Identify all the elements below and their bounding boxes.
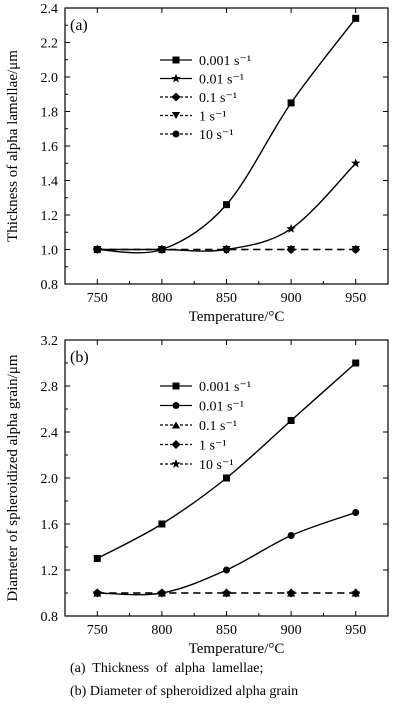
legend-marker <box>171 459 181 468</box>
legend-marker <box>172 382 180 390</box>
legend-label: 0.001 s⁻¹ <box>199 54 251 69</box>
legend-marker <box>171 440 181 449</box>
legend-marker <box>172 402 180 409</box>
data-point <box>221 588 232 597</box>
data-point <box>223 201 230 209</box>
series-1 <box>93 509 360 597</box>
legend-marker <box>171 421 181 429</box>
data-point <box>286 223 296 233</box>
y-axis-label: Thickness of alpha lamellae/μm <box>5 50 21 242</box>
legend-marker <box>171 73 181 83</box>
data-point <box>287 532 295 539</box>
data-point <box>287 417 295 424</box>
x-tick-label: 950 <box>345 291 366 306</box>
y-tick-label: 1.6 <box>41 140 59 155</box>
y-tick-label: 1.6 <box>41 518 59 533</box>
y-tick-label: 1.2 <box>41 209 59 224</box>
legend-label: 1 s⁻¹ <box>199 110 227 125</box>
legend: 0.001 s⁻¹ 0.01 s⁻¹ 0.1 s⁻¹ 1 s⁻¹ 10 s⁻¹ <box>160 380 251 473</box>
data-point <box>223 474 230 482</box>
legend-marker <box>172 130 180 138</box>
x-axis-label: Temperature/°C <box>189 309 285 325</box>
legend-label: 1 s⁻¹ <box>199 439 227 454</box>
data-point <box>351 588 361 597</box>
y-tick-label: 2.4 <box>41 426 59 441</box>
y-tick-label: 2.4 <box>41 2 59 17</box>
data-point <box>158 246 166 253</box>
y-tick-label: 0.8 <box>41 610 59 625</box>
x-tick-label: 900 <box>281 623 302 638</box>
chart-panel-b: 750 800 850 900 950 0.8 1.2 1.6 2.0 2.4 2.8 3.2 Temp… <box>5 334 389 657</box>
data-point <box>352 359 360 367</box>
series-0 <box>93 359 360 562</box>
chart-panel-a: 750 800 850 900 950 0.8 1.0 1.2 1.4 1.6 1.8 2.0 2.2 2… <box>5 2 389 325</box>
x-tick-label: 900 <box>281 291 302 306</box>
legend-marker <box>171 92 181 102</box>
legend-label: 10 s⁻¹ <box>199 128 234 143</box>
data-point <box>352 246 360 253</box>
data-point <box>158 520 166 528</box>
data-point <box>352 14 360 22</box>
series-line <box>97 511 356 596</box>
y-tick-label: 2.8 <box>41 380 59 395</box>
series-4 <box>93 246 360 253</box>
legend-label: 10 s⁻¹ <box>199 458 234 473</box>
legend: 0.001 s⁻¹ 0.01 s⁻¹ 0.1 s⁻¹ 1 s⁻¹ 10 s⁻¹ <box>160 54 251 143</box>
data-point <box>157 588 167 597</box>
legend-label: 0.1 s⁻¹ <box>199 419 237 434</box>
data-point <box>93 555 101 562</box>
x-tick-label: 950 <box>345 623 366 638</box>
data-point <box>223 246 230 253</box>
panel-label: (a) <box>70 17 88 34</box>
data-point <box>223 566 230 574</box>
y-tick-label: 1.8 <box>41 106 59 121</box>
data-point <box>92 588 102 597</box>
x-axis-label: Temperature/°C <box>189 641 285 657</box>
legend-label: 0.1 s⁻¹ <box>199 91 237 106</box>
series-line <box>97 17 357 254</box>
legend-marker <box>171 112 181 119</box>
caption-line-b: (b) Diameter of spheroidized alpha grain <box>70 684 299 699</box>
plot-frame <box>64 7 389 285</box>
x-tick-label: 850 <box>216 623 237 638</box>
x-tick-label: 850 <box>216 291 237 306</box>
data-point <box>93 246 101 253</box>
data-point <box>351 158 361 168</box>
legend-label: 0.001 s⁻¹ <box>199 380 251 395</box>
x-tick-label: 750 <box>87 623 108 638</box>
x-tick-label: 800 <box>151 291 172 306</box>
legend-label: 0.01 s⁻¹ <box>199 73 244 88</box>
data-point <box>352 509 360 516</box>
y-tick-label: 2.2 <box>41 37 59 52</box>
caption-line-a: (a) Thickness of alpha lamellae; <box>70 661 264 676</box>
x-tick-label: 800 <box>151 623 172 638</box>
y-tick-label: 1.4 <box>41 175 59 190</box>
y-axis-label: Diameter of spheroidized alpha grain/μm <box>5 354 21 601</box>
y-tick-label: 1.0 <box>41 244 59 259</box>
x-tick-label: 750 <box>87 291 108 306</box>
y-tick-label: 0.8 <box>41 278 59 293</box>
panel-label: (b) <box>70 349 89 366</box>
legend-marker <box>172 56 180 64</box>
data-point <box>286 588 296 597</box>
y-tick-label: 2.0 <box>41 472 59 487</box>
legend-label: 0.01 s⁻¹ <box>199 400 244 415</box>
data-point <box>287 246 295 253</box>
y-tick-label: 2.0 <box>41 71 59 86</box>
y-tick-label: 1.2 <box>41 564 59 579</box>
data-point <box>287 99 295 107</box>
y-tick-label: 3.2 <box>41 334 59 349</box>
series-4 <box>92 588 361 597</box>
